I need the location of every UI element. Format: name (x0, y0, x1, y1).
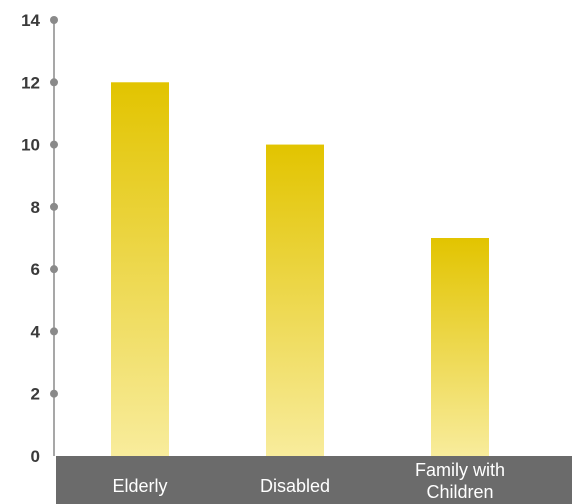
y-tick-label-8: 8 (31, 198, 40, 217)
y-tick-label-0: 0 (31, 447, 40, 466)
y-axis-ticks: 0 2 4 6 8 10 12 14 (21, 11, 58, 466)
category-labels: Elderly Disabled Family with Children (112, 460, 505, 502)
y-tick-dot-4 (50, 327, 58, 336)
y-tick-label-4: 4 (31, 322, 41, 341)
y-tick-dot-10 (50, 140, 58, 149)
category-label-disabled: Disabled (260, 476, 330, 496)
y-tick-dot-12 (50, 78, 58, 87)
y-tick-dot-14 (50, 16, 58, 24)
y-tick-label-14: 14 (21, 11, 40, 30)
y-tick-label-10: 10 (21, 136, 40, 155)
y-tick-label-6: 6 (31, 260, 40, 279)
y-tick-dot-6 (50, 265, 58, 274)
y-tick-dot-8 (50, 202, 58, 211)
y-tick-label-12: 12 (21, 73, 40, 92)
bar-family-with-children (431, 238, 489, 456)
category-band (56, 456, 572, 504)
bar-disabled (266, 144, 324, 457)
bar-elderly (111, 82, 169, 457)
y-tick-label-2: 2 (31, 385, 40, 404)
category-label-elderly: Elderly (112, 476, 167, 496)
bars-group (111, 82, 489, 457)
category-label-family-with-children: Family with Children (415, 460, 505, 502)
y-tick-dot-2 (50, 389, 58, 398)
